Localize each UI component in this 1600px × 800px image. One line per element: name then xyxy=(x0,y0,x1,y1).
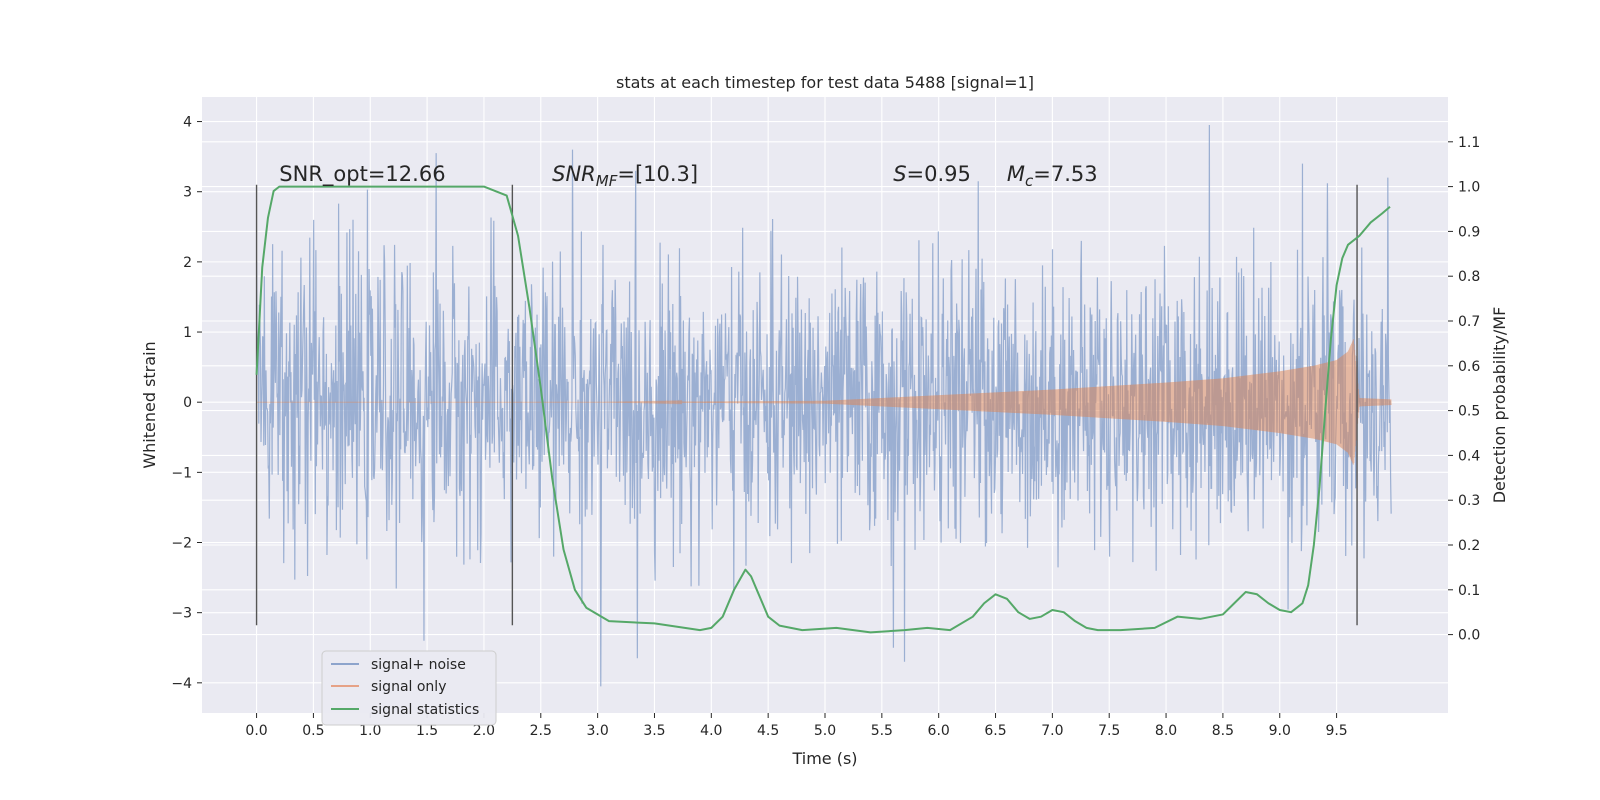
y-tick-label: −2 xyxy=(171,536,192,552)
legend-label-signal-only: signal only xyxy=(371,679,446,695)
legend-label-signal-statistics: signal statistics xyxy=(371,702,479,718)
y2-tick-label: 0.8 xyxy=(1458,269,1480,285)
annotation: SNRMF=[10.3] xyxy=(552,162,698,190)
axis-ticks: 0.0 0.5 1.0 1.5 2.0 2.5 3.0 3.5 4.0 4.5 5.0 5.5 6.0 6… xyxy=(171,115,1480,739)
x-tick-label: 5.5 xyxy=(871,723,893,739)
x-tick-label: 4.5 xyxy=(757,723,779,739)
x-tick-label: 4.0 xyxy=(700,723,722,739)
y2-tick-label: 0.1 xyxy=(1458,583,1480,599)
legend-label-signal-noise: signal+ noise xyxy=(371,657,466,673)
y-tick-label: −3 xyxy=(171,606,192,622)
signal-only-line xyxy=(256,339,1392,465)
x-tick-label: 2.0 xyxy=(473,723,495,739)
y2-tick-label: 1.1 xyxy=(1458,135,1480,151)
x-tick-label: 2.5 xyxy=(530,723,552,739)
annotation: SNR_opt=12.66 xyxy=(279,162,445,187)
signal-statistics-series xyxy=(255,185,1391,634)
annotations: SNR_opt=12.66 SNRMF=[10.3] S=0.95 Mc=7.53 xyxy=(279,162,1097,190)
y-tick-label: 3 xyxy=(183,185,192,201)
y-tick-label: 0 xyxy=(183,395,192,411)
x-tick-label: 6.5 xyxy=(984,723,1006,739)
y2-tick-label: 0.9 xyxy=(1458,224,1480,240)
y-tick-label: 4 xyxy=(183,115,192,131)
y2-tick-label: 0.3 xyxy=(1458,493,1480,509)
x-tick-label: 3.5 xyxy=(643,723,665,739)
x-tick-label: 7.0 xyxy=(1041,723,1063,739)
x-tick-label: 6.0 xyxy=(928,723,950,739)
y-tick-label: −4 xyxy=(171,676,192,692)
chart-title: stats at each timestep for test data 548… xyxy=(616,73,1034,92)
x-tick-label: 9.0 xyxy=(1269,723,1291,739)
legend-box xyxy=(321,650,497,726)
y-tick-label: 1 xyxy=(183,325,192,341)
x-axis-label: Time (s) xyxy=(791,749,857,768)
x-tick-label: 7.5 xyxy=(1098,723,1120,739)
legend: signal+ noise signal only signal statist… xyxy=(321,650,497,726)
y2-tick-label: 0.6 xyxy=(1458,359,1480,375)
signal-statistics-line xyxy=(255,185,1391,634)
y2-tick-label: 0.4 xyxy=(1458,448,1480,464)
y2-tick-label: 0.7 xyxy=(1458,314,1480,330)
x-tick-label: 0.5 xyxy=(302,723,324,739)
signal-noise-line xyxy=(255,125,1392,687)
x-tick-label: 1.5 xyxy=(416,723,438,739)
y-tick-label: −1 xyxy=(171,465,192,481)
y-axis-label: Whitened strain xyxy=(140,341,159,468)
y2-axis-label: Detection probability/MF xyxy=(1490,307,1509,504)
x-tick-label: 9.5 xyxy=(1325,723,1347,739)
x-tick-label: 8.0 xyxy=(1155,723,1177,739)
x-tick-label: 1.0 xyxy=(359,723,381,739)
x-tick-label: 8.5 xyxy=(1212,723,1234,739)
y-tick-label: 2 xyxy=(183,255,192,271)
x-tick-label: 3.0 xyxy=(586,723,608,739)
y2-tick-label: 0.5 xyxy=(1458,404,1480,420)
y2-tick-label: 1.0 xyxy=(1458,180,1480,196)
y2-tick-label: 0.0 xyxy=(1458,628,1480,644)
x-tick-label: 0.0 xyxy=(245,723,267,739)
annotation: Mc=7.53 xyxy=(1007,162,1098,190)
signal-only-series xyxy=(256,339,1392,465)
annotation: S=0.95 xyxy=(893,162,971,186)
signal-noise-series xyxy=(255,125,1392,687)
x-tick-label: 5.0 xyxy=(814,723,836,739)
y2-tick-label: 0.2 xyxy=(1458,538,1480,554)
vertical-lines xyxy=(255,184,1358,626)
